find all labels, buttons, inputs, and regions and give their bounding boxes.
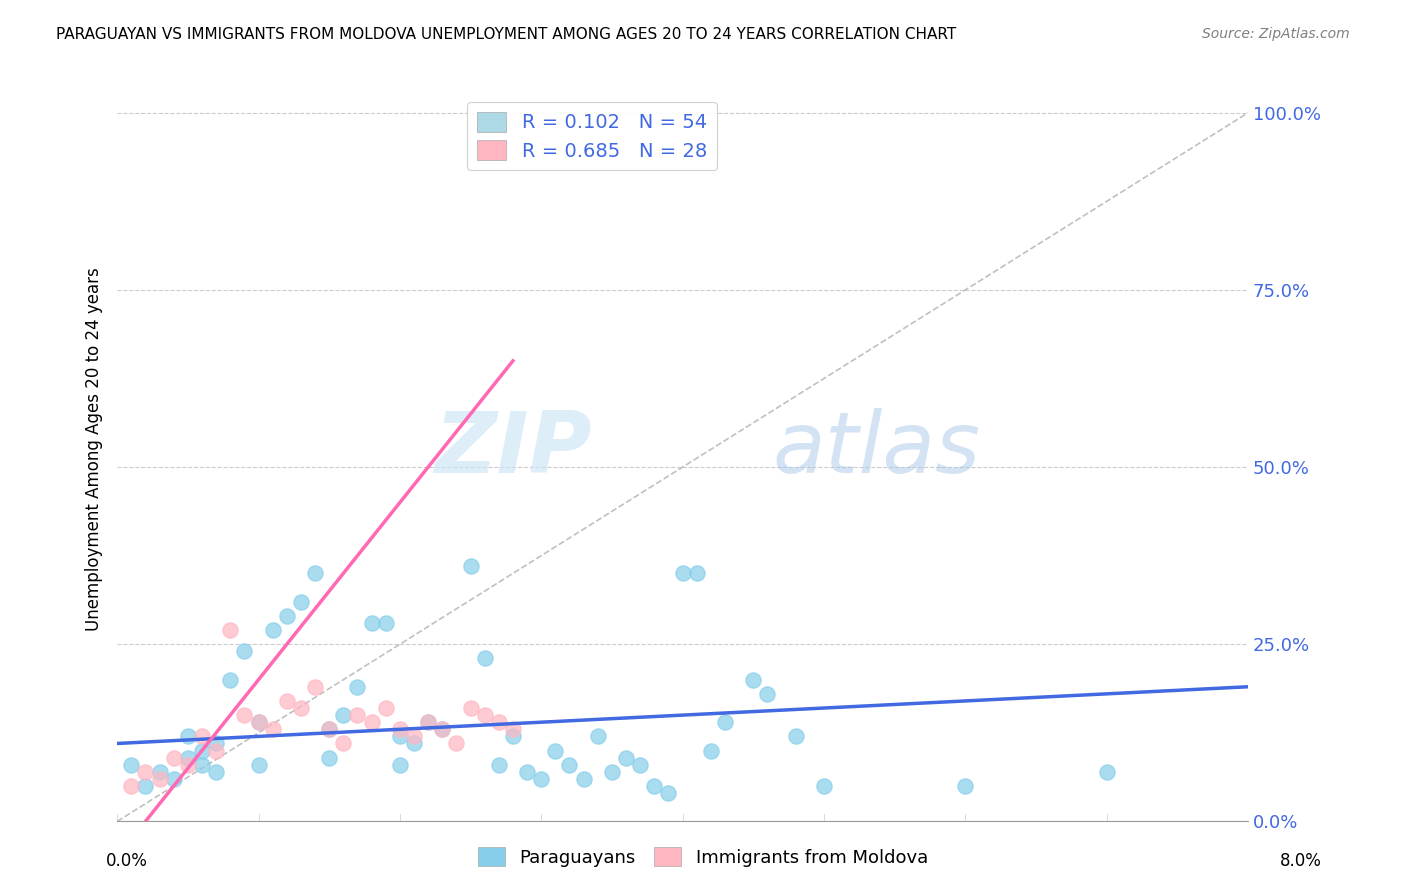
Point (163, 750, 186, 764)
Point (134, 779, 156, 793)
Point (1095, 764, 1118, 779)
Point (219, 673, 242, 687)
Point (346, 680, 368, 694)
Point (247, 715, 270, 730)
Point (205, 743, 228, 757)
Point (205, 764, 228, 779)
Legend: R = 0.102   N = 54, R = 0.685   N = 28: R = 0.102 N = 54, R = 0.685 N = 28 (467, 102, 717, 170)
Point (600, 764, 623, 779)
Point (304, 566, 326, 581)
Text: Source: ZipAtlas.com: Source: ZipAtlas.com (1202, 27, 1350, 41)
Point (432, 723, 454, 737)
Point (247, 715, 270, 730)
Point (572, 772, 595, 786)
Point (360, 715, 382, 730)
Point (191, 730, 214, 744)
Point (402, 736, 425, 750)
Point (432, 723, 454, 737)
Point (332, 736, 354, 750)
Point (318, 723, 340, 737)
Point (700, 743, 723, 757)
Point (120, 757, 142, 772)
Point (402, 730, 425, 744)
Point (134, 764, 156, 779)
Point (177, 730, 200, 744)
Text: atlas: atlas (773, 408, 981, 491)
Point (262, 723, 284, 737)
Point (460, 559, 482, 574)
Point (290, 701, 312, 715)
Y-axis label: Unemployment Among Ages 20 to 24 years: Unemployment Among Ages 20 to 24 years (86, 268, 103, 632)
Point (346, 708, 368, 723)
Point (953, 779, 976, 793)
Point (360, 615, 382, 630)
Point (530, 772, 553, 786)
Point (177, 757, 200, 772)
Point (247, 757, 270, 772)
Point (416, 715, 439, 730)
Point (614, 750, 637, 764)
Point (163, 772, 186, 786)
Point (502, 730, 524, 744)
Point (813, 779, 835, 793)
Point (488, 715, 510, 730)
Point (657, 786, 679, 800)
Point (318, 750, 340, 764)
Point (756, 687, 779, 701)
Point (388, 730, 411, 744)
Point (120, 779, 142, 793)
Point (488, 757, 510, 772)
Point (205, 736, 228, 750)
Point (516, 764, 538, 779)
Text: 0.0%: 0.0% (105, 852, 148, 870)
Point (388, 723, 411, 737)
Point (474, 708, 496, 723)
Point (304, 680, 326, 694)
Point (388, 757, 411, 772)
Point (460, 701, 482, 715)
Point (149, 764, 172, 779)
Text: PARAGUAYAN VS IMMIGRANTS FROM MOLDOVA UNEMPLOYMENT AMONG AGES 20 TO 24 YEARS COR: PARAGUAYAN VS IMMIGRANTS FROM MOLDOVA UN… (56, 27, 956, 42)
Point (742, 673, 765, 687)
Point (191, 757, 214, 772)
Point (685, 566, 707, 581)
Point (474, 651, 496, 665)
Text: ZIP: ZIP (434, 408, 592, 491)
Point (233, 644, 256, 658)
Point (233, 708, 256, 723)
Point (544, 743, 567, 757)
Point (416, 715, 439, 730)
Point (276, 608, 298, 623)
Point (191, 743, 214, 757)
Point (262, 623, 284, 637)
Point (332, 708, 354, 723)
Point (628, 757, 651, 772)
Point (318, 723, 340, 737)
Point (276, 694, 298, 708)
Point (374, 701, 396, 715)
Legend: Paraguayans, Immigrants from Moldova: Paraguayans, Immigrants from Moldova (471, 840, 935, 874)
Point (671, 566, 693, 581)
Point (643, 779, 665, 793)
Point (219, 623, 242, 637)
Point (177, 750, 200, 764)
Text: 8.0%: 8.0% (1279, 852, 1322, 870)
Point (586, 730, 609, 744)
Point (290, 595, 312, 609)
Point (502, 723, 524, 737)
Point (446, 736, 468, 750)
Point (714, 715, 737, 730)
Point (149, 772, 172, 786)
Point (558, 757, 581, 772)
Point (374, 615, 396, 630)
Point (785, 730, 807, 744)
